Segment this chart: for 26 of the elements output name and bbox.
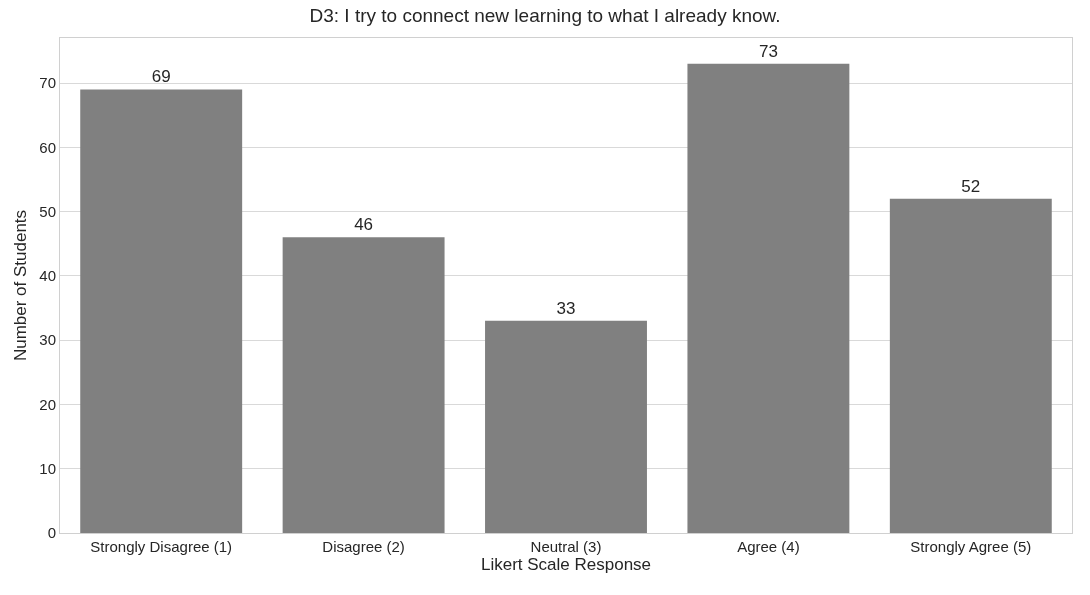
y-tick-label: 50 xyxy=(39,202,56,220)
data-label: 33 xyxy=(556,298,576,318)
x-axis-title: Likert Scale Response xyxy=(480,555,652,575)
y-axis-title: Number of Students xyxy=(10,209,30,362)
data-label: 52 xyxy=(961,176,981,196)
y-tick-label: 0 xyxy=(47,524,56,542)
chart-title: D3: I try to connect new learning to what I already know. xyxy=(309,5,781,27)
y-tick-label: 30 xyxy=(39,331,56,349)
x-tick-label: Neutral (3) xyxy=(530,538,602,555)
x-tick-label: Strongly Disagree (1) xyxy=(90,538,233,555)
bar xyxy=(485,320,647,533)
y-tick-label: 20 xyxy=(39,395,56,413)
y-tick-label: 10 xyxy=(39,459,56,477)
y-tick-label: 40 xyxy=(39,267,56,285)
x-tick-label: Strongly Agree (5) xyxy=(910,538,1032,555)
data-label: 46 xyxy=(354,215,374,235)
bar xyxy=(80,89,243,533)
y-tick-label: 70 xyxy=(39,74,56,92)
bar xyxy=(687,63,850,533)
bar xyxy=(282,237,445,533)
data-label: 73 xyxy=(758,41,778,61)
x-tick-label: Disagree (2) xyxy=(322,538,405,555)
bar xyxy=(889,198,1052,533)
data-label: 69 xyxy=(151,67,171,87)
x-tick-label: Agree (4) xyxy=(737,538,800,555)
y-tick-label: 60 xyxy=(39,138,56,156)
